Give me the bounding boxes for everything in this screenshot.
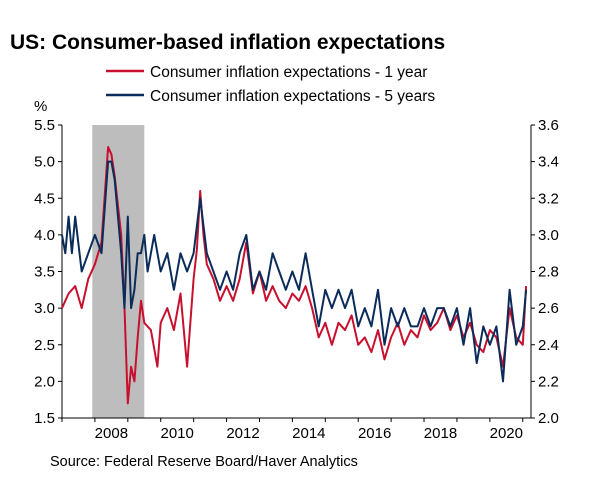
series-line-5-years — [61, 160, 528, 383]
right-tick-label: 2.0 — [538, 410, 559, 427]
right-tick-label: 3.4 — [538, 154, 559, 171]
series-layer — [61, 146, 528, 405]
left-tick-label: 1.5 — [34, 410, 55, 427]
x-tick-label: 2020 — [490, 425, 523, 442]
right-tick-label: 3.2 — [538, 190, 559, 207]
left-tick-label: 3.0 — [34, 300, 55, 317]
left-axis: 1.5 2.0 2.5 3.0 3.5 4.0 4.5 5.0 5.5 — [34, 117, 62, 427]
x-tick-label: 2012 — [226, 425, 259, 442]
left-axis-unit: % — [34, 98, 47, 115]
left-tick-label: 5.0 — [34, 154, 55, 171]
left-tick-label: 2.5 — [34, 337, 55, 354]
x-tick-label: 2018 — [424, 425, 457, 442]
x-tick-label: 2014 — [292, 425, 325, 442]
left-tick-label: 2.0 — [34, 373, 55, 390]
legend-label-5-years: Consumer inflation expectations - 5 year… — [150, 88, 435, 105]
legend: Consumer inflation expectations - 1 year… — [106, 64, 435, 105]
right-tick-label: 2.2 — [538, 373, 559, 390]
x-tick-label: 2016 — [358, 425, 391, 442]
right-tick-label: 2.4 — [538, 337, 559, 354]
x-tick-label: 2008 — [95, 425, 128, 442]
left-tick-label: 3.5 — [34, 264, 55, 281]
source-note: Source: Federal Reserve Board/Haver Anal… — [50, 454, 358, 470]
right-axis: 2.0 2.2 2.4 2.6 2.8 3.0 3.2 3.4 3.6 — [531, 117, 559, 427]
right-tick-label: 3.0 — [538, 227, 559, 244]
left-tick-label: 4.5 — [34, 190, 55, 207]
x-tick-label: 2010 — [161, 425, 194, 442]
x-axis: 2008 2010 2012 2014 2016 2018 2020 — [61, 418, 524, 442]
legend-label-1-year: Consumer inflation expectations - 1 year — [150, 64, 427, 81]
left-tick-label: 4.0 — [34, 227, 55, 244]
chart-title: US: Consumer-based inflation expectation… — [10, 31, 445, 54]
right-tick-label: 2.6 — [538, 300, 559, 317]
left-tick-label: 5.5 — [34, 117, 55, 134]
right-tick-label: 3.6 — [538, 117, 559, 134]
right-tick-label: 2.8 — [538, 264, 559, 281]
